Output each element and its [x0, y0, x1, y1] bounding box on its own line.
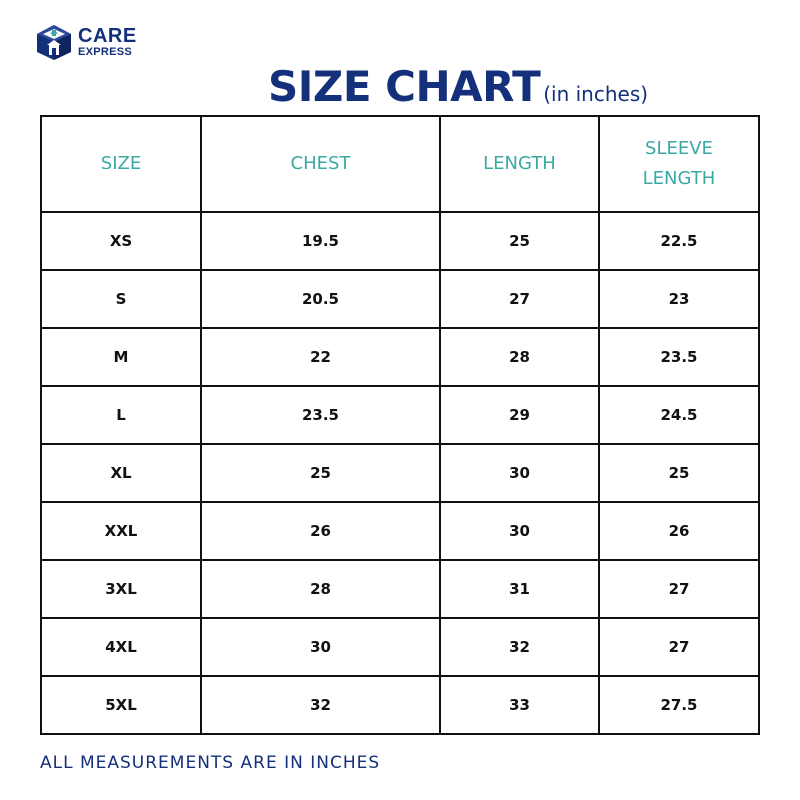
- cell-size: 4XL: [40, 617, 202, 677]
- table-header-row: SIZE CHEST LENGTH SLEEVE LENGTH: [40, 115, 760, 213]
- table-row: S 20.5 27 23: [40, 269, 760, 329]
- size-chart-table: SIZE CHEST LENGTH SLEEVE LENGTH XS 19.5 …: [40, 115, 760, 735]
- table-row: 5XL 32 33 27.5: [40, 675, 760, 735]
- cell-size: XL: [40, 443, 202, 503]
- cell-sleeve-length: 24.5: [598, 385, 760, 445]
- cell-sleeve-length: 23.5: [598, 327, 760, 387]
- brand-name: CARE: [78, 25, 137, 47]
- cell-length: 27: [439, 269, 600, 329]
- cell-chest: 25: [200, 443, 441, 503]
- cell-size: L: [40, 385, 202, 445]
- page-title: SIZE CHART (in inches): [268, 62, 648, 111]
- cell-chest: 32: [200, 675, 441, 735]
- house-box-logo-icon: [37, 25, 71, 60]
- cell-size: S: [40, 269, 202, 329]
- table-row: XS 19.5 25 22.5: [40, 211, 760, 271]
- header-length: LENGTH: [439, 115, 600, 213]
- cell-size: XS: [40, 211, 202, 271]
- cell-sleeve-length: 22.5: [598, 211, 760, 271]
- table-row: XXL 26 30 26: [40, 501, 760, 561]
- cell-sleeve-length: 23: [598, 269, 760, 329]
- cell-sleeve-length: 26: [598, 501, 760, 561]
- cell-size: 5XL: [40, 675, 202, 735]
- title-unit: (in inches): [543, 82, 649, 106]
- table-row: L 23.5 29 24.5: [40, 385, 760, 445]
- cell-length: 29: [439, 385, 600, 445]
- cell-sleeve-length: 27.5: [598, 675, 760, 735]
- cell-size: XXL: [40, 501, 202, 561]
- header-sleeve-length: SLEEVE LENGTH: [598, 115, 760, 213]
- cell-chest: 20.5: [200, 269, 441, 329]
- header-chest: CHEST: [200, 115, 441, 213]
- cell-chest: 28: [200, 559, 441, 619]
- table-row: 4XL 30 32 27: [40, 617, 760, 677]
- cell-length: 30: [439, 443, 600, 503]
- cell-chest: 22: [200, 327, 441, 387]
- cell-sleeve-length: 27: [598, 617, 760, 677]
- cell-chest: 23.5: [200, 385, 441, 445]
- cell-chest: 19.5: [200, 211, 441, 271]
- cell-size: M: [40, 327, 202, 387]
- cell-length: 32: [439, 617, 600, 677]
- cell-sleeve-length: 27: [598, 559, 760, 619]
- table-row: M 22 28 23.5: [40, 327, 760, 387]
- brand-logo: CARE EXPRESS: [34, 22, 137, 62]
- cell-length: 33: [439, 675, 600, 735]
- cell-chest: 30: [200, 617, 441, 677]
- cell-sleeve-length: 25: [598, 443, 760, 503]
- header-sleeve-length-label: SLEEVE LENGTH: [642, 138, 716, 189]
- brand-subname: EXPRESS: [78, 46, 133, 58]
- table-row: XL 25 30 25: [40, 443, 760, 503]
- cell-length: 28: [439, 327, 600, 387]
- title-main: SIZE CHART: [268, 62, 541, 111]
- footer-note: ALL MEASUREMENTS ARE IN INCHES: [40, 753, 381, 773]
- cell-chest: 26: [200, 501, 441, 561]
- header-size: SIZE: [40, 115, 202, 213]
- cell-length: 25: [439, 211, 600, 271]
- table-row: 3XL 28 31 27: [40, 559, 760, 619]
- cell-size: 3XL: [40, 559, 202, 619]
- cell-length: 31: [439, 559, 600, 619]
- cell-length: 30: [439, 501, 600, 561]
